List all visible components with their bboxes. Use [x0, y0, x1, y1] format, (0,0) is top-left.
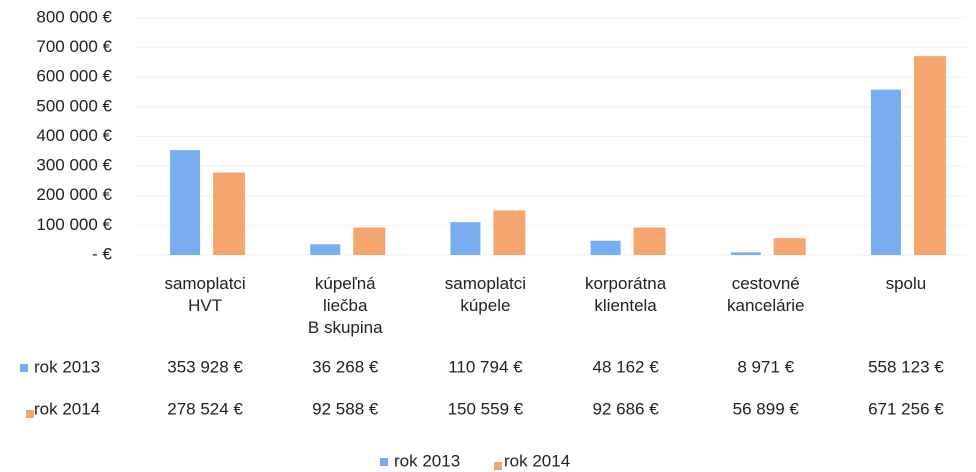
bar: [213, 172, 246, 255]
y-tick-label: 700 000 €: [36, 37, 112, 56]
bar: [730, 252, 761, 255]
value-label: 671 256 €: [868, 399, 944, 418]
value-label: 56 899 €: [733, 399, 800, 418]
table-row-label: rok 2013: [34, 357, 100, 376]
value-label: 36 268 €: [312, 357, 379, 376]
legend-label: rok 2013: [394, 451, 460, 470]
x-tick-label: samoplatci HVT: [164, 274, 246, 315]
y-tick-label: 300 000 €: [36, 156, 112, 175]
bar: [913, 56, 946, 255]
table-key: [26, 410, 34, 418]
legend-key: [494, 462, 502, 470]
value-label: 48 162 €: [592, 357, 659, 376]
table-key: [20, 364, 28, 372]
bar: [773, 238, 806, 255]
value-label: 558 123 €: [868, 357, 944, 376]
x-tick-label: samoplatci kúpele: [444, 274, 527, 315]
y-tick-label: 100 000 €: [36, 215, 112, 234]
bar: [870, 89, 901, 255]
y-tick-label: 800 000 €: [36, 7, 112, 26]
bar: [493, 210, 526, 255]
y-tick-label: 600 000 €: [36, 67, 112, 86]
value-label: 92 686 €: [592, 399, 659, 418]
table-row-label: rok 2014: [34, 399, 100, 418]
value-label: 8 971 €: [737, 357, 794, 376]
value-label: 150 559 €: [448, 399, 524, 418]
bar: [450, 222, 481, 255]
y-tick-label: 400 000 €: [36, 126, 112, 145]
bar: [170, 150, 201, 255]
x-tick-label: spolu: [885, 274, 927, 293]
legend-label: rok 2014: [504, 451, 570, 470]
y-tick-label: - €: [92, 244, 112, 263]
value-label: 92 588 €: [312, 399, 379, 418]
y-tick-label: 200 000 €: [36, 185, 112, 204]
x-tick-label: kúpeľná liečba B skupina: [307, 274, 383, 337]
bar: [590, 240, 621, 255]
value-label: 110 794 €: [448, 357, 523, 376]
x-tick-label: korporátna klientela: [584, 274, 667, 315]
bar: [353, 227, 386, 255]
bar: [310, 244, 341, 255]
x-tick-label: cestovné kancelárie: [727, 274, 805, 315]
y-tick-label: 500 000 €: [36, 96, 112, 115]
value-label: 353 928 €: [167, 357, 243, 376]
value-label: 278 524 €: [167, 399, 243, 418]
bar: [633, 227, 666, 255]
legend-key: [380, 458, 388, 466]
